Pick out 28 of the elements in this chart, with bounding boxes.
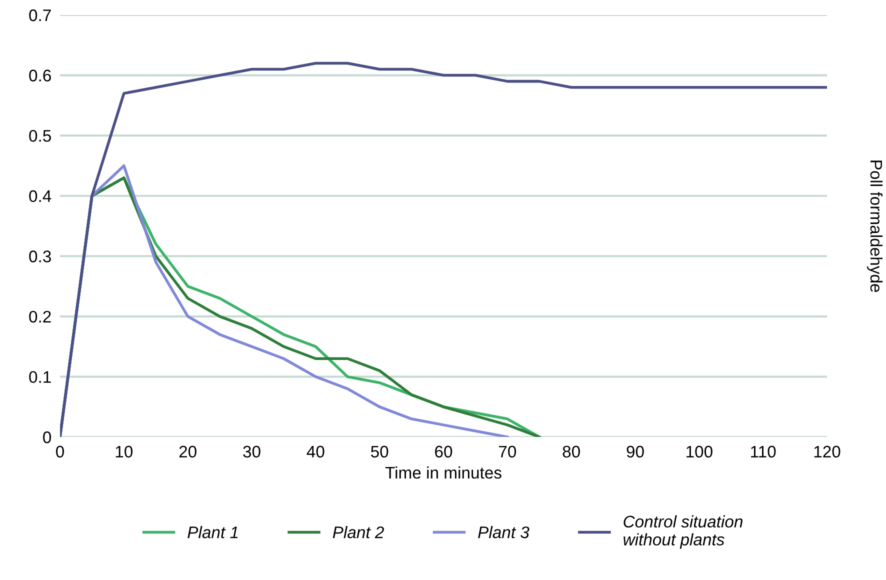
y-tick-label: 0.1 xyxy=(29,371,51,383)
x-tick-label: 80 xyxy=(562,446,580,458)
x-axis-title: Time in minutes xyxy=(385,466,502,479)
y-tick-label: 0.2 xyxy=(29,310,51,323)
legend-label: Plant 2 xyxy=(332,526,384,538)
x-tick-label: 90 xyxy=(626,446,644,458)
x-tick-label: 0 xyxy=(56,446,64,458)
x-tick-label: 70 xyxy=(499,446,516,458)
x-tick-label: 10 xyxy=(116,446,133,458)
x-tick-label: 60 xyxy=(435,446,452,458)
x-tick-label: 120 xyxy=(814,446,840,458)
y-tick-label: 0 xyxy=(43,431,52,444)
line-series xyxy=(60,62,827,437)
y-tick-label: 0.5 xyxy=(29,130,51,142)
x-tick-label: 100 xyxy=(686,446,712,458)
x-tick-label: 20 xyxy=(179,446,196,458)
y-axis-title: Poll formaldehyde xyxy=(867,160,883,292)
legend-label: Plant 3 xyxy=(478,526,530,538)
x-tick-label: 30 xyxy=(243,446,260,458)
y-tick-label: 0.4 xyxy=(29,190,52,202)
y-tick-label: 0.7 xyxy=(29,9,51,22)
x-tick-label: 50 xyxy=(370,446,388,458)
x-tick-label: 110 xyxy=(751,446,776,458)
legend-label: Control situation without plants xyxy=(624,515,742,549)
x-tick-label: 40 xyxy=(306,446,324,458)
y-tick-label: 0.6 xyxy=(29,70,51,82)
legend-label: Plant 1 xyxy=(188,526,238,538)
y-tick-label: 0.3 xyxy=(29,250,51,262)
